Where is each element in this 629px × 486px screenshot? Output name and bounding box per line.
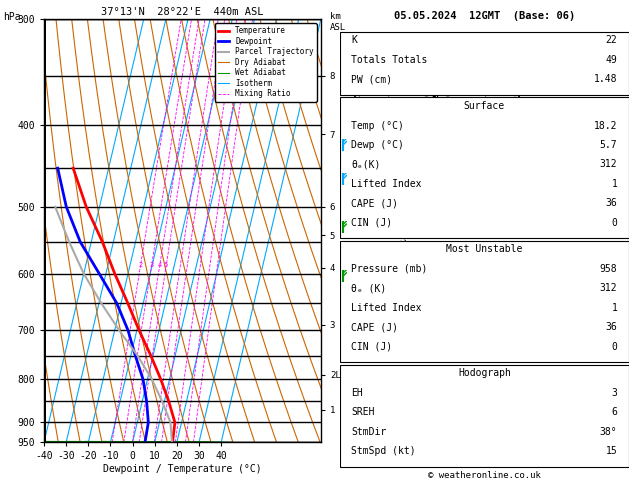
Text: 3: 3 — [149, 261, 153, 267]
Text: © weatheronline.co.uk: © weatheronline.co.uk — [428, 471, 541, 480]
Text: Hodograph: Hodograph — [458, 368, 511, 379]
Text: θₑ (K): θₑ (K) — [351, 283, 386, 294]
Text: CAPE (J): CAPE (J) — [351, 198, 398, 208]
Bar — [340, 364, 629, 467]
Text: StmDir: StmDir — [351, 427, 386, 437]
Text: 36: 36 — [606, 322, 618, 332]
Text: 36: 36 — [606, 198, 618, 208]
Text: 958: 958 — [600, 264, 618, 274]
Text: Pressure (mb): Pressure (mb) — [351, 264, 428, 274]
Text: Lifted Index: Lifted Index — [351, 303, 421, 313]
Text: 05.05.2024  12GMT  (Base: 06): 05.05.2024 12GMT (Base: 06) — [394, 11, 575, 21]
Text: 0: 0 — [611, 218, 618, 228]
Text: Totals Totals: Totals Totals — [351, 55, 428, 65]
Text: 1: 1 — [611, 303, 618, 313]
Text: 312: 312 — [600, 283, 618, 294]
Text: Most Unstable: Most Unstable — [446, 244, 523, 255]
Text: km
ASL: km ASL — [330, 12, 347, 32]
Text: EH: EH — [351, 388, 363, 398]
Text: 18.2: 18.2 — [594, 121, 618, 131]
Text: StmSpd (kt): StmSpd (kt) — [351, 446, 416, 456]
Bar — [340, 241, 629, 362]
Text: hPa: hPa — [3, 12, 21, 22]
Text: SREH: SREH — [351, 407, 375, 417]
Text: kt: kt — [359, 43, 369, 52]
Text: 1.48: 1.48 — [594, 74, 618, 85]
Bar — [340, 97, 629, 238]
Text: 1: 1 — [611, 179, 618, 189]
X-axis label: Dewpoint / Temperature (°C): Dewpoint / Temperature (°C) — [103, 464, 262, 474]
Text: 3: 3 — [611, 388, 618, 398]
Text: 6: 6 — [611, 407, 618, 417]
Text: PW (cm): PW (cm) — [351, 74, 392, 85]
Text: Lifted Index: Lifted Index — [351, 179, 421, 189]
Text: 2: 2 — [138, 261, 142, 267]
Y-axis label: Mixing Ratio (g/kg): Mixing Ratio (g/kg) — [400, 180, 409, 282]
Text: CIN (J): CIN (J) — [351, 218, 392, 228]
Legend: Temperature, Dewpoint, Parcel Trajectory, Dry Adiabat, Wet Adiabat, Isotherm, Mi: Temperature, Dewpoint, Parcel Trajectory… — [214, 23, 317, 102]
Text: 0: 0 — [611, 342, 618, 352]
Text: 5.7: 5.7 — [600, 140, 618, 150]
Text: θₑ(K): θₑ(K) — [351, 159, 381, 170]
Text: 312: 312 — [600, 159, 618, 170]
Text: 22: 22 — [606, 35, 618, 46]
Title: 37°13'N  28°22'E  440m ASL: 37°13'N 28°22'E 440m ASL — [101, 7, 264, 17]
Text: Temp (°C): Temp (°C) — [351, 121, 404, 131]
Text: CIN (J): CIN (J) — [351, 342, 392, 352]
Text: 15: 15 — [606, 446, 618, 456]
Text: 49: 49 — [606, 55, 618, 65]
Text: Surface: Surface — [464, 101, 505, 111]
Text: Dewp (°C): Dewp (°C) — [351, 140, 404, 150]
Text: 4: 4 — [157, 261, 162, 267]
Text: K: K — [351, 35, 357, 46]
Text: 38°: 38° — [600, 427, 618, 437]
Text: CAPE (J): CAPE (J) — [351, 322, 398, 332]
Text: 5: 5 — [164, 261, 168, 267]
Bar — [340, 32, 629, 95]
